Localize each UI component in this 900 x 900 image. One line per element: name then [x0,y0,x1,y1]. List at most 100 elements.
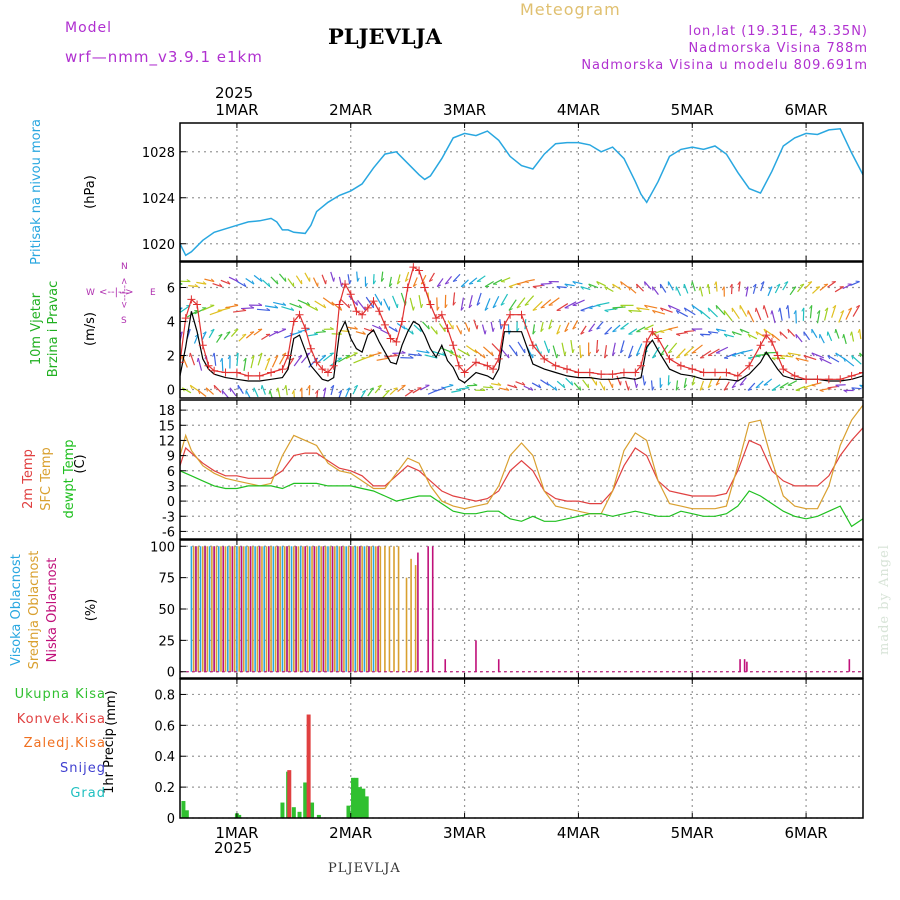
wind-arrow [831,305,837,318]
wind-arrow-head [210,328,215,332]
bar-cloud_low [475,640,477,672]
wind-arrow-head [234,328,239,331]
bar-cloud_low [340,546,343,672]
wind-arrow-head [242,308,247,311]
wind-arrow-head [338,389,342,394]
y-tick-label: 75 [158,572,175,587]
wind-arrow-head [691,382,696,386]
wind-arrow [676,309,689,318]
wind-arrow [293,390,295,398]
wind-arrow [667,375,670,386]
wind-arrow [811,328,818,339]
wind-arrow [809,305,813,319]
wind-arrow-head [357,277,360,282]
bar-precip_conv [287,770,292,818]
wind-arrow [500,293,509,306]
wind-arrow [612,283,622,291]
wind-arrow-head [763,328,767,333]
wind-arrow-head [284,277,287,282]
wind-arrow [739,305,748,317]
wind-arrow [338,276,343,287]
wind-arrow-head [612,330,617,333]
wind-arrow [287,278,295,288]
wind-arrow [476,292,482,306]
wind-arrow [208,328,215,339]
wind-arrow [532,324,536,335]
wind-arrow [643,281,652,290]
y-tick-label: 25 [158,634,175,649]
wind-arrow-head [315,306,319,311]
wind-arrow [197,357,203,371]
wind-arrow [675,286,682,296]
wind-arrow [345,387,351,398]
gust-marker [392,337,401,346]
gust-marker [494,354,503,363]
gust-marker [574,368,583,377]
wind-arrow [181,387,192,394]
gust-marker [824,375,833,384]
wind-arrow [435,387,446,392]
page-title: PLJEVLJA [328,24,442,49]
wind-arrow-head [596,349,600,354]
wind-arrow-head [250,305,255,309]
gust-marker [346,290,355,299]
bar-cloud_low [231,546,234,672]
gust-marker [306,344,315,353]
wind-arrow-head [628,310,633,314]
gust-marker [180,358,184,367]
bar-precip_total [354,777,359,818]
wind-arrow [257,352,263,366]
wind-arrow [468,277,478,285]
wind-arrow-head [707,384,712,389]
wind-arrow [843,334,847,345]
wind-arrow [851,387,862,390]
wind-arrow [295,275,303,285]
wind-arrow [322,297,335,306]
bar-precip_total [361,788,366,818]
wind-arrow-head [292,282,295,287]
wind-arrow [588,323,596,333]
wind-arrow-head [186,279,191,282]
lonlat-label: lon,lat (19.31E, 43.35N) [688,24,868,39]
gust-marker [386,334,395,343]
year-top: 2025 [215,84,254,102]
wind-arrow [391,295,398,309]
wind-arrow [782,281,789,291]
wind-arrow [409,297,414,311]
wind-arrow [413,324,422,333]
wind-arrow [612,324,621,333]
wind-arrow-head [411,330,414,335]
series-temp_dew [180,470,863,528]
bar-cloud_mid [388,546,391,672]
wind-arrow-head [763,384,768,386]
wind-arrow [752,283,757,294]
compass-w: W [86,288,95,298]
bar-cloud_high [272,546,275,672]
gust-marker [528,341,537,350]
wind-arrow [668,304,681,312]
compass-e: E [150,288,156,298]
bar-cloud_mid [261,546,263,672]
wind-arrow [811,352,825,359]
wind-arrow [771,310,776,324]
wind-arrow [834,286,844,293]
wind-arrow [321,274,327,285]
wind-arrow [292,331,302,336]
wind-arrow [763,328,773,336]
wind-arrow [708,331,719,334]
wind-arrow [845,307,853,320]
wind-arrow-head [377,351,382,354]
wind-arrow [388,276,392,287]
bar-cloud_mid [293,546,295,672]
compass-s: S [121,316,127,326]
wind-arrow [213,352,217,366]
wind-arrow-head [466,351,470,356]
wind-arrow-head [274,305,279,309]
wind-arrow [424,354,438,359]
wind-arrow-head [628,355,632,359]
wind-arrow [237,384,244,395]
wind-arrow [256,308,270,312]
wind-arrow-head [453,279,458,283]
wind-arrow [716,328,727,332]
wind-arrow [835,328,840,339]
